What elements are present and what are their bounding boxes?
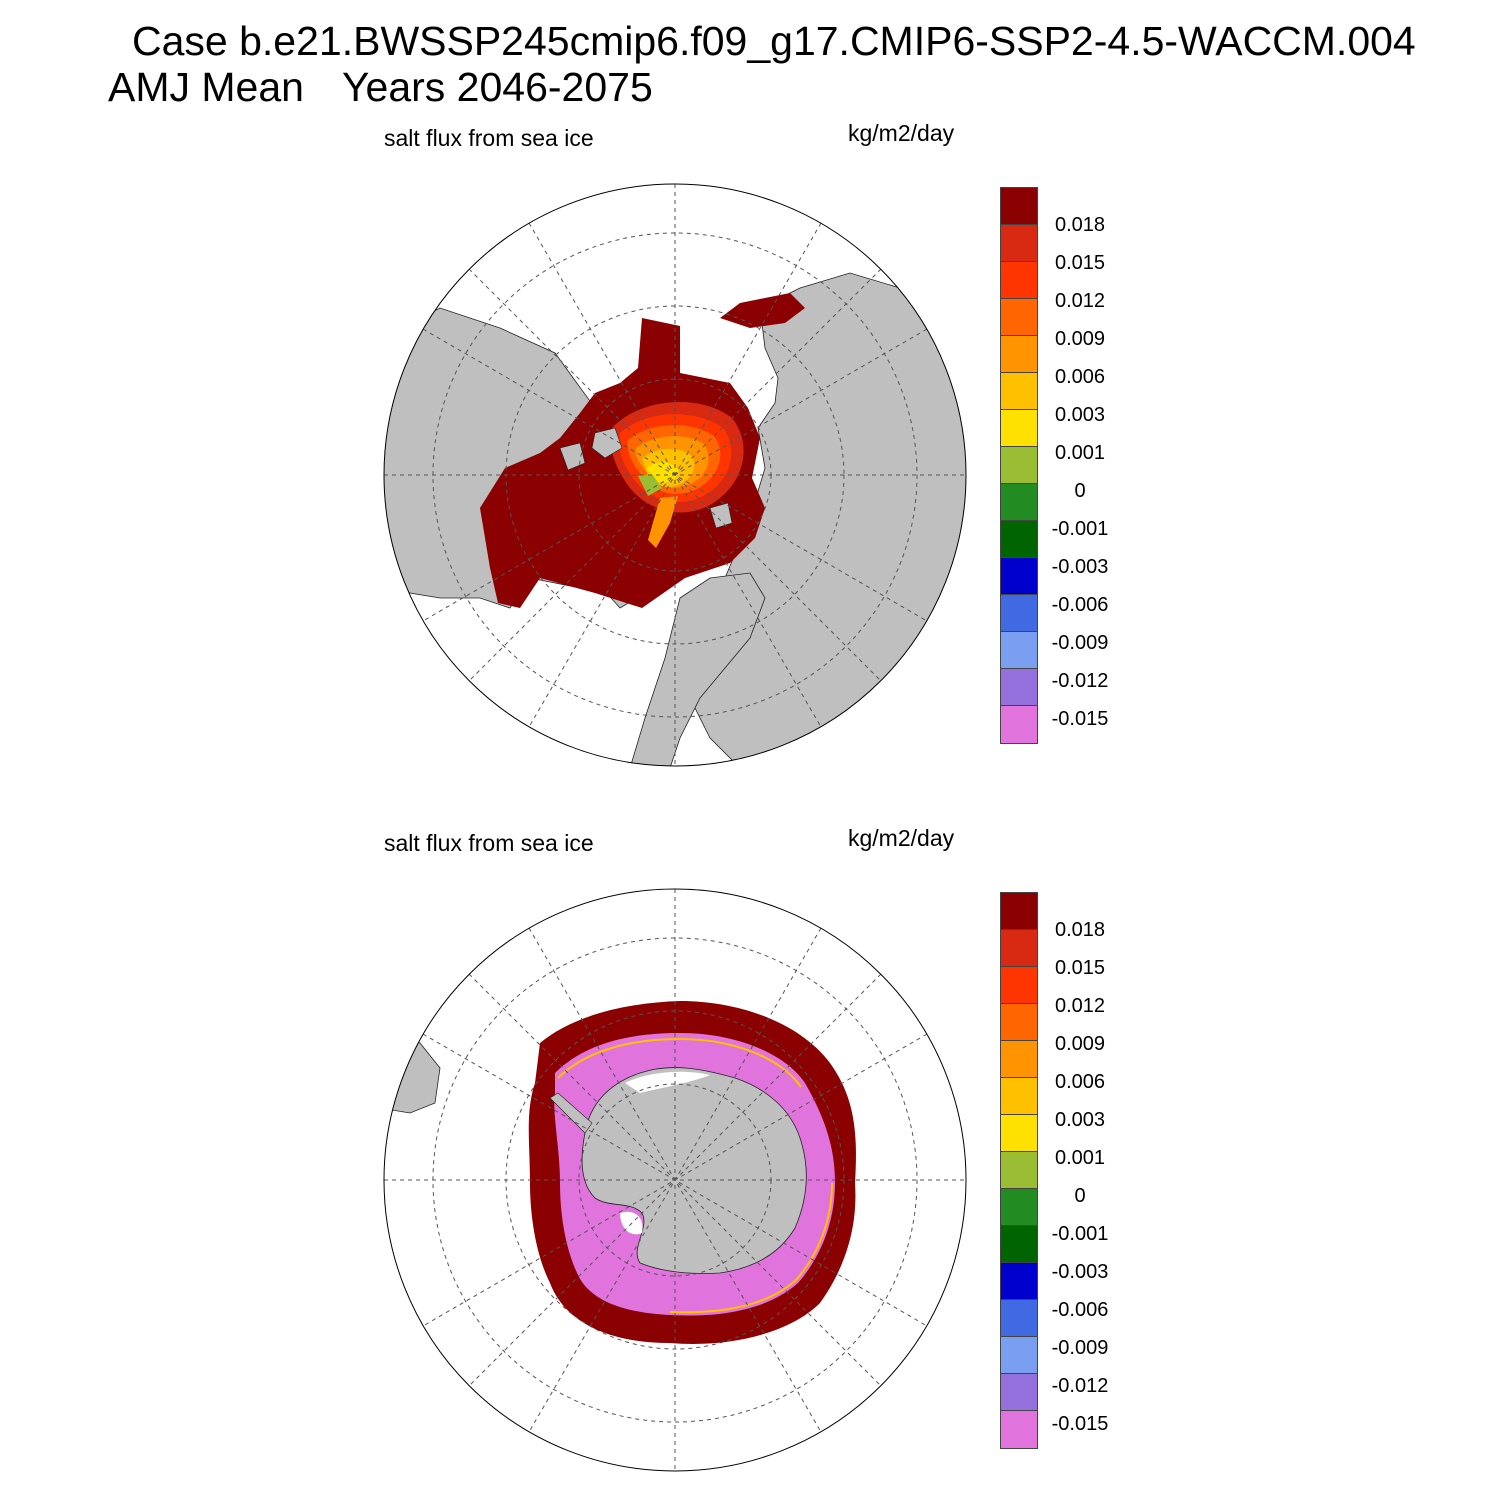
colorbar <box>1000 892 1038 1449</box>
colorbar-box <box>1001 1300 1037 1337</box>
colorbar-label: -0.015 <box>1051 708 1109 730</box>
colorbar-box <box>1001 632 1037 669</box>
colorbar-box <box>1001 225 1037 262</box>
south-polar-map <box>383 888 967 1472</box>
case-title: Case b.e21.BWSSP245cmip6.f09_g17.CMIP6-S… <box>132 18 1416 64</box>
colorbar-label: 0.009 <box>1054 1033 1106 1055</box>
colorbar-label: 0.003 <box>1054 404 1106 426</box>
colorbar-box <box>1001 1152 1037 1189</box>
colorbar-box <box>1001 967 1037 1004</box>
variable-name: salt flux from sea ice <box>384 830 594 856</box>
colorbar-box <box>1001 373 1037 410</box>
colorbar-label: 0.012 <box>1054 290 1106 312</box>
colorbar-label: 0.001 <box>1054 1147 1106 1169</box>
colorbar-label: 0.018 <box>1054 214 1106 236</box>
colorbar-box <box>1001 558 1037 595</box>
colorbar-box <box>1001 1041 1037 1078</box>
season-title: AMJ Mean Years 2046-2075 <box>108 64 653 111</box>
colorbar-box <box>1001 1004 1037 1041</box>
colorbar-box <box>1001 669 1037 706</box>
colorbar <box>1000 187 1038 744</box>
colorbar-label: 0.003 <box>1054 1109 1106 1131</box>
south-panel: salt flux from sea ice kg/m2/day <box>0 705 1500 1472</box>
colorbar-box <box>1001 706 1037 743</box>
variable-name: salt flux from sea ice <box>384 125 594 151</box>
colorbar-label: 0 <box>1074 1185 1086 1207</box>
colorbar-box <box>1001 484 1037 521</box>
colorbar-label: -0.001 <box>1051 518 1109 540</box>
colorbar-label: -0.003 <box>1051 556 1109 578</box>
colorbar-label: -0.009 <box>1051 632 1109 654</box>
colorbar-box <box>1001 447 1037 484</box>
colorbar-box <box>1001 1189 1037 1226</box>
colorbar-label: 0.009 <box>1054 328 1106 350</box>
colorbar-label: -0.003 <box>1051 1261 1109 1283</box>
colorbar-label: 0.006 <box>1054 1071 1106 1093</box>
colorbar-box <box>1001 1226 1037 1263</box>
units-label: kg/m2/day <box>848 825 955 851</box>
colorbar-label: 0.015 <box>1054 252 1106 274</box>
colorbar-label: 0.006 <box>1054 366 1106 388</box>
north-panel: salt flux from sea ice kg/m2/day <box>0 0 1500 767</box>
colorbar-label: -0.001 <box>1051 1223 1109 1245</box>
colorbar-box <box>1001 188 1037 225</box>
colorbar-box <box>1001 521 1037 558</box>
colorbar-box <box>1001 336 1037 373</box>
colorbar-label: -0.006 <box>1051 1299 1109 1321</box>
colorbar-label: 0.018 <box>1054 919 1106 941</box>
colorbar-box <box>1001 1337 1037 1374</box>
colorbar-box <box>1001 1411 1037 1448</box>
colorbar-label: -0.012 <box>1051 1375 1109 1397</box>
north-polar-map <box>383 183 967 767</box>
colorbar-box <box>1001 893 1037 930</box>
colorbar-box <box>1001 1263 1037 1300</box>
land-scandinavia <box>629 572 766 766</box>
colorbar-box <box>1001 1374 1037 1411</box>
colorbar-label: -0.009 <box>1051 1337 1109 1359</box>
years-label: Years 2046-2075 <box>341 64 653 110</box>
colorbar-label: 0 <box>1074 480 1086 502</box>
colorbar-box <box>1001 262 1037 299</box>
colorbar-box <box>1001 595 1037 632</box>
colorbar-box <box>1001 1115 1037 1152</box>
land-antarctica <box>581 1067 807 1274</box>
units-label: kg/m2/day <box>848 120 955 146</box>
colorbar-label: -0.012 <box>1051 670 1109 692</box>
colorbar-label: 0.015 <box>1054 957 1106 979</box>
colorbar-box <box>1001 299 1037 336</box>
colorbar-label: -0.006 <box>1051 594 1109 616</box>
season-label: AMJ Mean <box>108 64 304 110</box>
colorbar-label: -0.015 <box>1051 1413 1109 1435</box>
colorbar-box <box>1001 930 1037 967</box>
colorbar-box <box>1001 410 1037 447</box>
colorbar-label: 0.012 <box>1054 995 1106 1017</box>
colorbar-label: 0.001 <box>1054 442 1106 464</box>
colorbar-box <box>1001 1078 1037 1115</box>
